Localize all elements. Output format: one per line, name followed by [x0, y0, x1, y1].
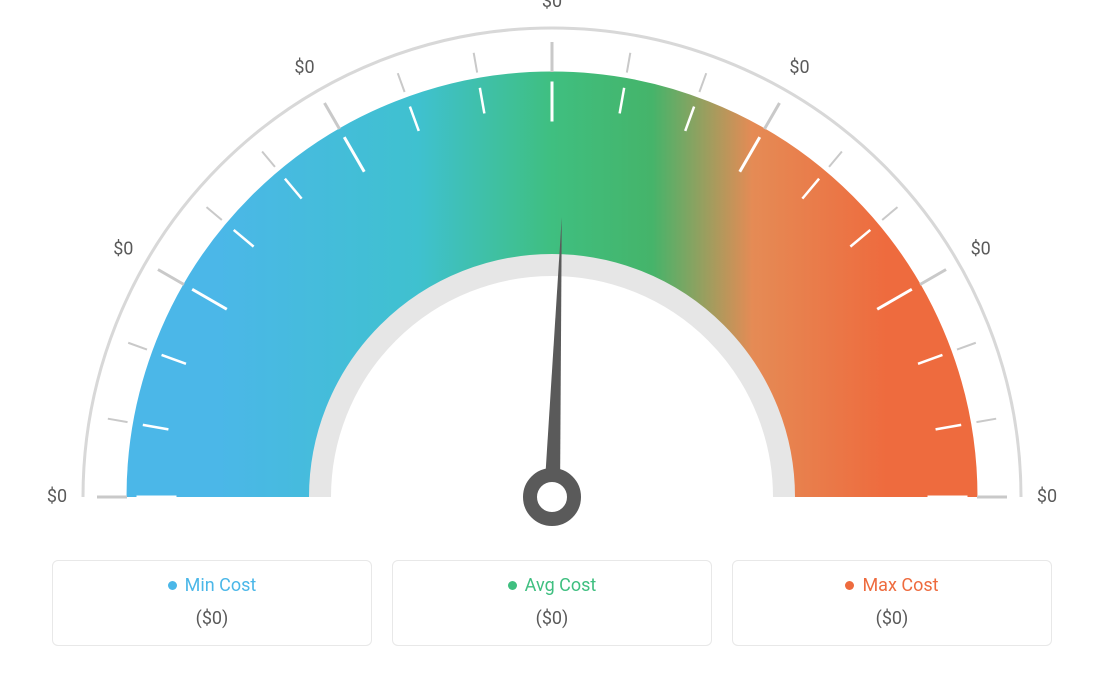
svg-text:$0: $0 — [971, 238, 991, 259]
svg-text:$0: $0 — [47, 486, 67, 507]
legend-min: Min Cost ($0) — [52, 560, 372, 646]
legend-row: Min Cost ($0) Avg Cost ($0) Max Cost ($0… — [0, 560, 1104, 646]
legend-dot-min — [168, 581, 177, 590]
legend-label-avg: Avg Cost — [525, 575, 597, 596]
legend-label-max: Max Cost — [862, 575, 938, 596]
svg-text:$0: $0 — [294, 57, 314, 78]
gauge-dial: $0 $0 $0 $0 $0 $0 $0 — [0, 0, 1104, 560]
legend-value-max: ($0) — [733, 608, 1051, 629]
svg-text:$0: $0 — [113, 238, 133, 259]
legend-label-min: Min Cost — [185, 575, 257, 596]
legend-dot-max — [845, 581, 854, 590]
legend-avg: Avg Cost ($0) — [392, 560, 712, 646]
legend-max: Max Cost ($0) — [732, 560, 1052, 646]
cost-gauge-chart: $0 $0 $0 $0 $0 $0 $0 Min Cost ($0) Avg Cost ($… — [0, 0, 1104, 690]
svg-text:$0: $0 — [1037, 486, 1057, 507]
svg-text:$0: $0 — [542, 0, 562, 12]
legend-dot-avg — [508, 581, 517, 590]
legend-value-min: ($0) — [53, 608, 371, 629]
legend-value-avg: ($0) — [393, 608, 711, 629]
svg-text:$0: $0 — [789, 57, 809, 78]
